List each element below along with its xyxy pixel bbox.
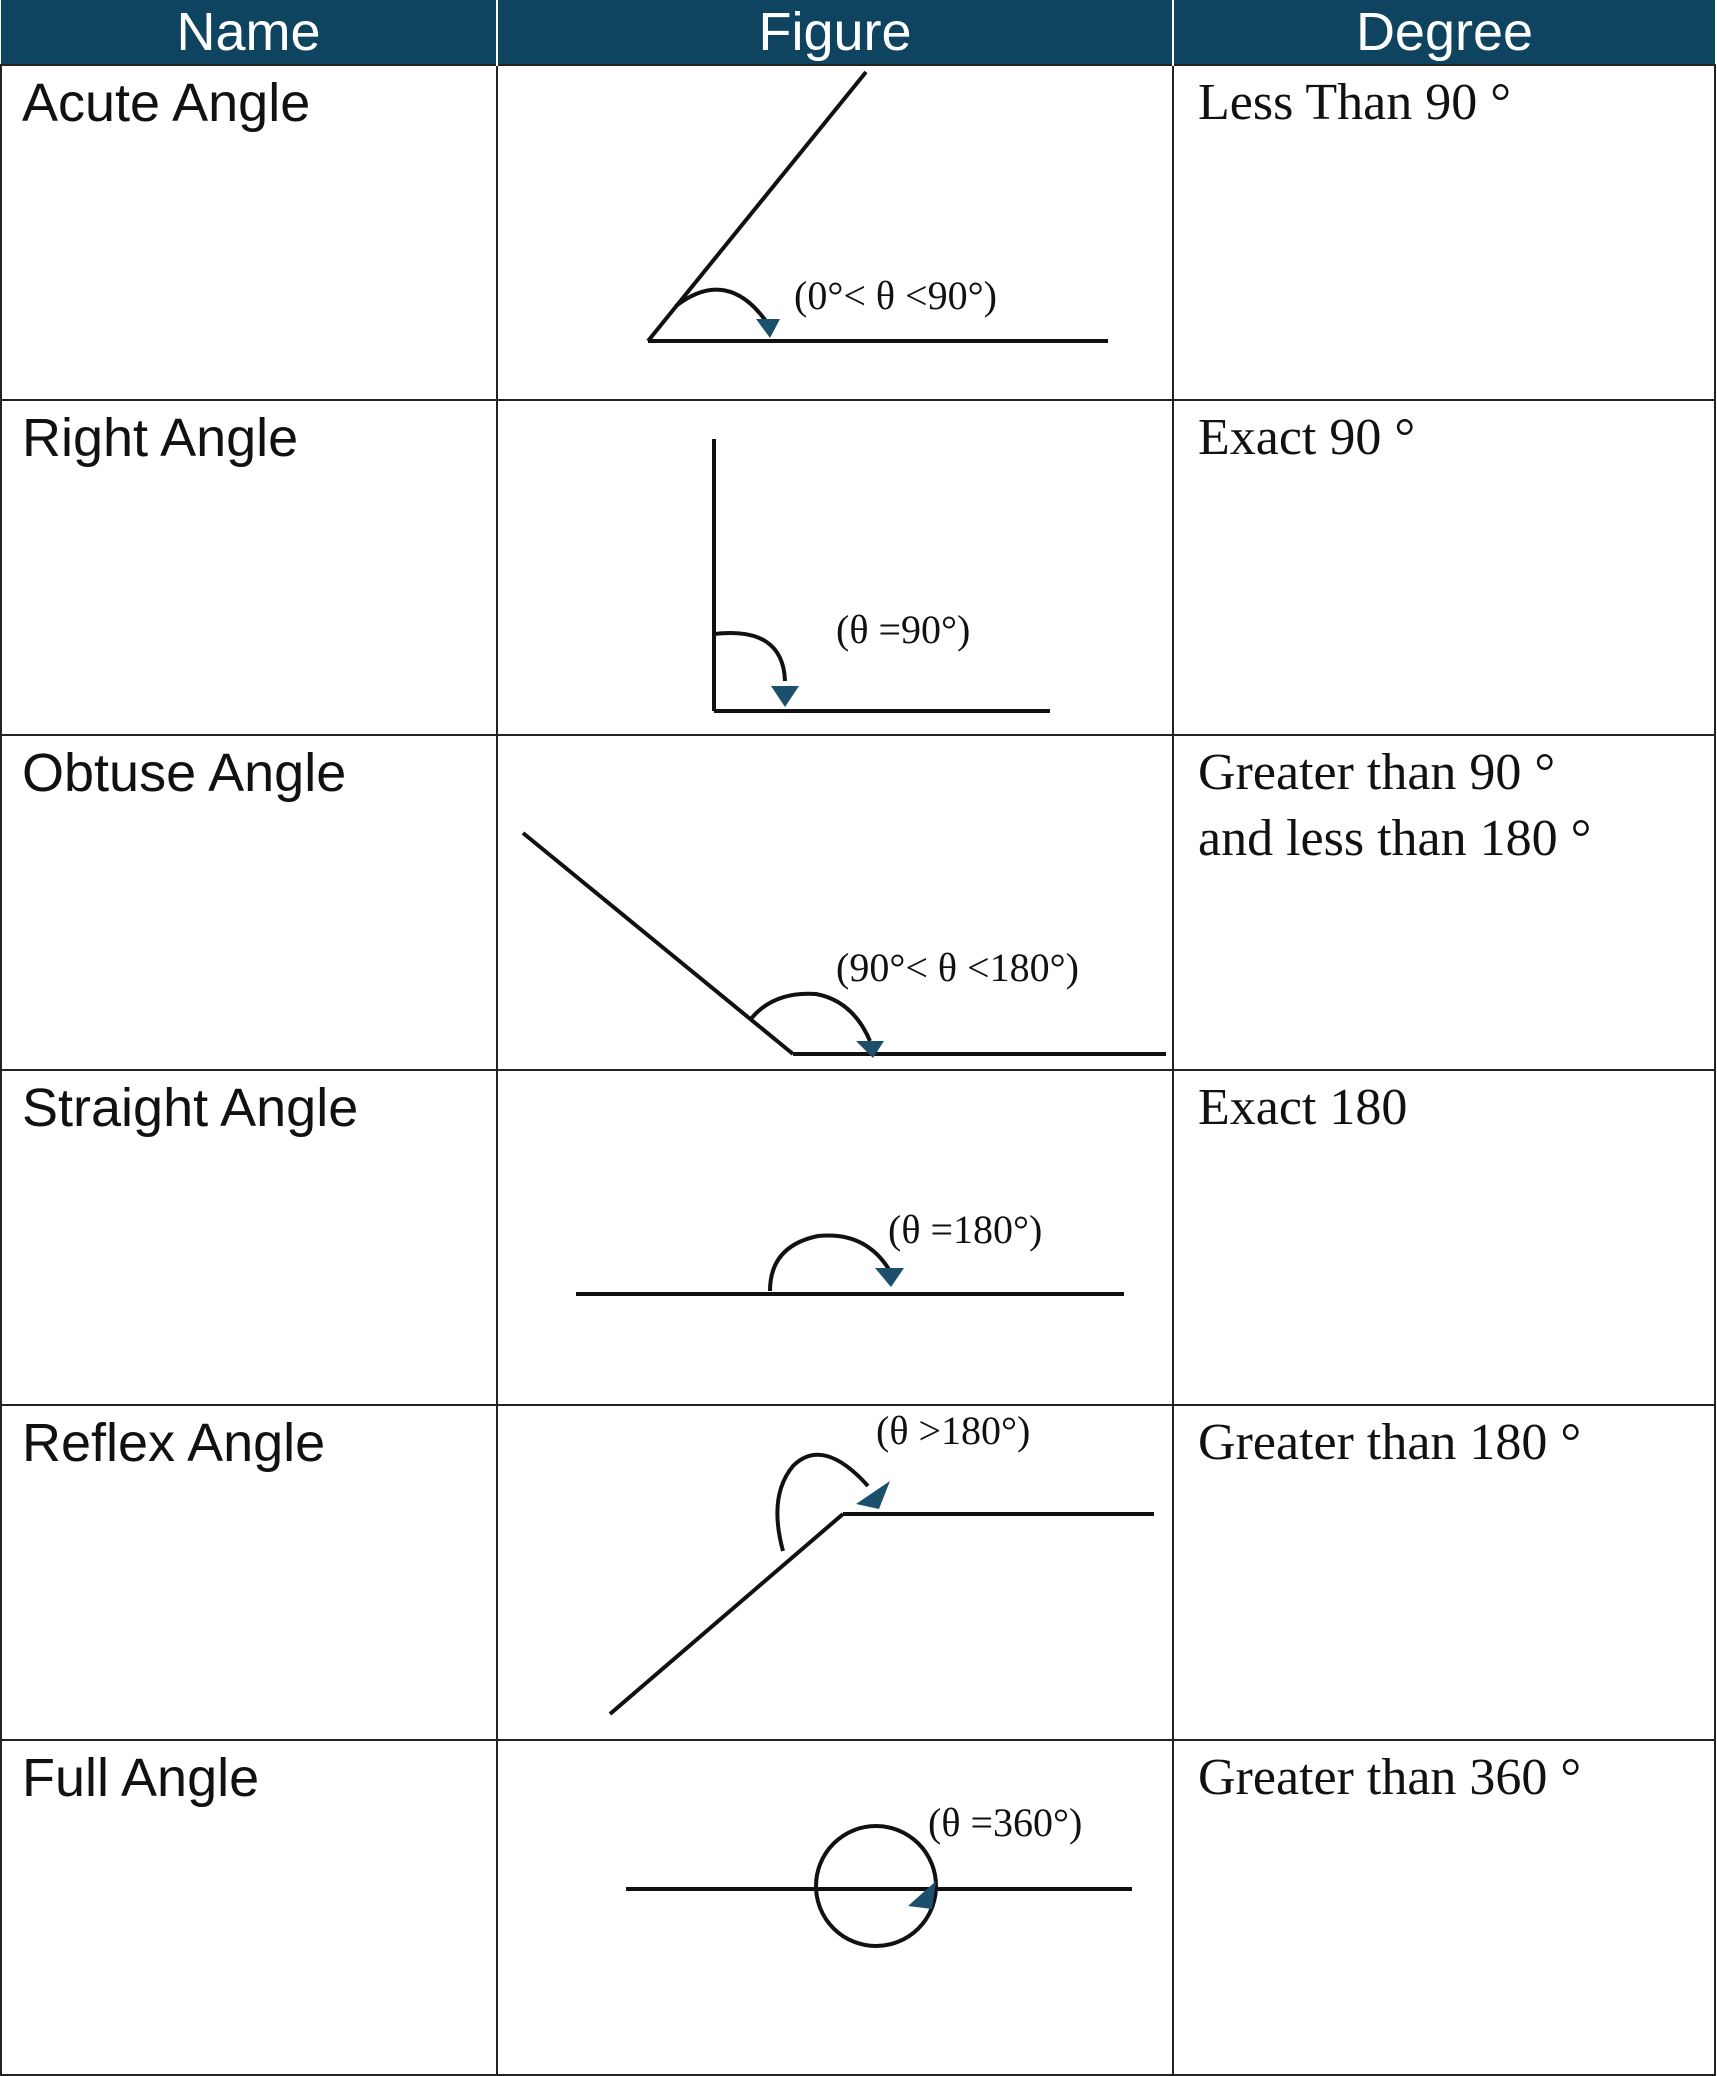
reflex-angle-figure: (θ >180°) [498, 1406, 1172, 1739]
degree-text: Exact 180 [1198, 1079, 1408, 1136]
obtuse-angle-figure: (90°< θ <180°) [498, 736, 1172, 1069]
right-angle-figure: (θ =90°) [498, 401, 1172, 734]
angle-label: (θ =180°) [888, 1207, 1042, 1252]
table-row: Acute Angle (0°< θ <90°) Less Than 90 ° [0, 64, 1716, 401]
table-row: Obtuse Angle (90°< θ <180°) Greater than… [0, 734, 1716, 1071]
degree-text: Less Than 90 ° [1198, 74, 1512, 131]
angle-label: (θ =360°) [928, 1800, 1082, 1845]
angle-name: Reflex Angle [22, 1413, 326, 1473]
table-row: Right Angle (θ =90°) Exact 90 ° [0, 399, 1716, 736]
angle-label: (90°< θ <180°) [836, 945, 1079, 990]
angle-name: Full Angle [22, 1748, 260, 1808]
degree-text: Greater than 360 ° [1198, 1749, 1582, 1806]
header-figure: Figure [496, 0, 1174, 65]
angle-label: (θ =90°) [836, 607, 970, 652]
degree-text: Greater than 180 ° [1198, 1414, 1582, 1471]
angle-name: Right Angle [22, 408, 299, 468]
table-row: Full Angle (θ =360°) Greater than 360 ° [0, 1739, 1716, 2076]
table-row: Reflex Angle (θ >180°) Greater than 180 … [0, 1404, 1716, 1741]
degree-text: Exact 90 ° [1198, 409, 1416, 466]
table-row: Straight Angle (θ =180°) Exact 180 [0, 1069, 1716, 1406]
angle-name: Acute Angle [22, 73, 311, 133]
angle-name: Straight Angle [22, 1078, 359, 1138]
header-name: Name [1, 0, 498, 65]
angle-name: Obtuse Angle [22, 743, 347, 803]
acute-angle-figure: (0°< θ <90°) [498, 66, 1172, 399]
angle-label: (θ >180°) [876, 1408, 1030, 1453]
straight-angle-figure: (θ =180°) [498, 1071, 1172, 1404]
header-row: Name Figure Degree [1, 0, 1715, 65]
header-degree: Degree [1172, 0, 1715, 65]
degree-text: Greater than 90 ° and less than 180 ° [1198, 744, 1592, 867]
angle-label: (0°< θ <90°) [794, 273, 997, 318]
full-angle-figure: (θ =360°) [498, 1741, 1172, 2074]
